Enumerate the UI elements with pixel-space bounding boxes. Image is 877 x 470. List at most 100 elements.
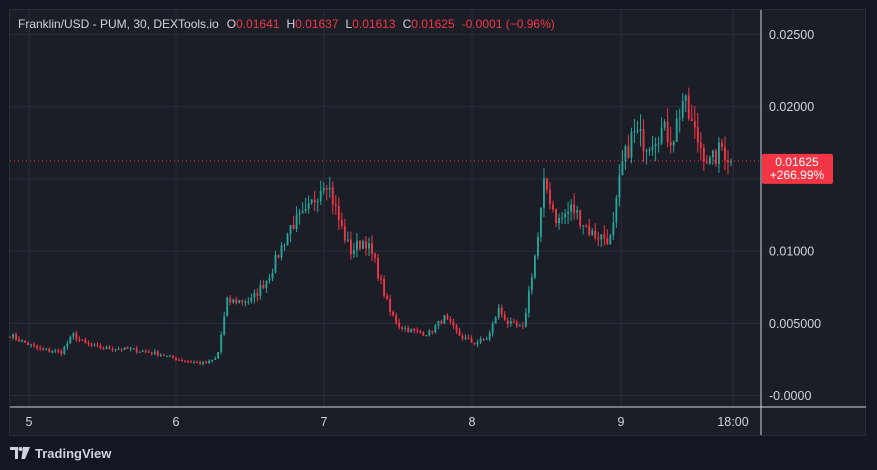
candle	[21, 339, 24, 343]
candle	[657, 136, 660, 153]
candle-body	[395, 315, 398, 323]
candle	[57, 348, 60, 354]
candle	[129, 346, 132, 352]
candle	[111, 346, 114, 353]
candle	[422, 331, 425, 336]
candle-body	[178, 359, 180, 361]
candle	[184, 359, 186, 363]
x-tick-label: 6	[173, 415, 180, 429]
candle-body	[570, 204, 573, 212]
symbol-title[interactable]: Franklin/USD - PUM, 30, DEXTools.io	[18, 17, 219, 31]
candle	[307, 195, 310, 214]
candle	[36, 344, 39, 351]
candle-body	[250, 297, 253, 302]
candle	[708, 155, 711, 165]
candle	[159, 353, 162, 358]
candle	[69, 335, 72, 344]
candle	[446, 313, 449, 321]
candle-body	[419, 330, 422, 333]
candle	[316, 198, 319, 213]
candle-body	[540, 207, 542, 237]
candle-body	[226, 297, 229, 317]
candle-body	[340, 219, 343, 227]
candle	[645, 148, 648, 165]
candle-body	[585, 225, 588, 227]
candle	[346, 231, 349, 243]
candle	[220, 331, 223, 355]
candle	[365, 235, 367, 256]
candle-body	[129, 348, 132, 350]
candle	[488, 330, 491, 342]
candle	[190, 360, 192, 363]
candle-body	[675, 118, 678, 143]
candle	[132, 348, 135, 350]
candle	[328, 176, 331, 198]
candle-body	[666, 121, 669, 142]
candle-body	[174, 357, 177, 360]
open-value: 0.01641	[236, 17, 280, 31]
candle-body	[452, 321, 455, 326]
candle-body	[247, 301, 250, 303]
candle-body	[428, 330, 431, 336]
candle-body	[730, 160, 732, 163]
candle	[669, 126, 672, 154]
candle	[253, 289, 256, 304]
y-tick-label: 0.005000	[769, 317, 821, 331]
candle	[72, 332, 75, 340]
candle-body	[156, 351, 159, 356]
candle	[171, 355, 174, 359]
candle	[675, 110, 678, 143]
candle	[521, 321, 524, 330]
candle	[705, 154, 708, 164]
y-tick-label: -0.0000	[769, 389, 811, 403]
candle-body	[482, 338, 485, 340]
candle-body	[205, 362, 208, 364]
candle-body	[431, 330, 434, 333]
candle	[87, 340, 90, 347]
candle-body	[503, 314, 506, 321]
candle	[141, 349, 144, 353]
candle	[199, 360, 201, 366]
candle	[286, 232, 289, 246]
candle	[443, 314, 446, 325]
candle-body	[162, 354, 165, 356]
candle	[612, 212, 615, 240]
candle	[54, 348, 57, 354]
candle-body	[202, 362, 205, 364]
tradingview-logo-icon	[10, 447, 30, 459]
candle-body	[277, 254, 280, 258]
candle-body	[621, 161, 624, 176]
candle	[555, 208, 557, 228]
candle	[334, 195, 337, 216]
candle	[660, 117, 663, 146]
candle-body	[123, 347, 126, 350]
candle	[138, 351, 141, 353]
candle	[624, 144, 627, 170]
candle-body	[437, 320, 440, 326]
chart-panel[interactable]	[9, 9, 866, 436]
candle-body	[527, 290, 530, 313]
candle	[506, 317, 509, 329]
candle-body	[555, 209, 557, 224]
candle	[283, 243, 286, 252]
candle-body	[561, 217, 563, 219]
candle	[304, 197, 307, 214]
high-key: H	[286, 17, 296, 31]
candle	[597, 231, 600, 247]
candle	[663, 119, 666, 131]
candle-body	[214, 358, 217, 360]
candle	[570, 199, 573, 221]
candle-body	[217, 351, 220, 359]
candle	[401, 325, 404, 332]
candle	[473, 342, 476, 346]
candle	[256, 288, 259, 302]
footer-branding[interactable]: TradingView	[10, 444, 111, 462]
candle-body	[138, 351, 141, 353]
candle-body	[582, 225, 585, 227]
candle	[147, 349, 150, 353]
candle-body	[27, 342, 30, 345]
candle	[274, 250, 277, 274]
candle	[552, 200, 554, 213]
candle	[295, 206, 298, 233]
